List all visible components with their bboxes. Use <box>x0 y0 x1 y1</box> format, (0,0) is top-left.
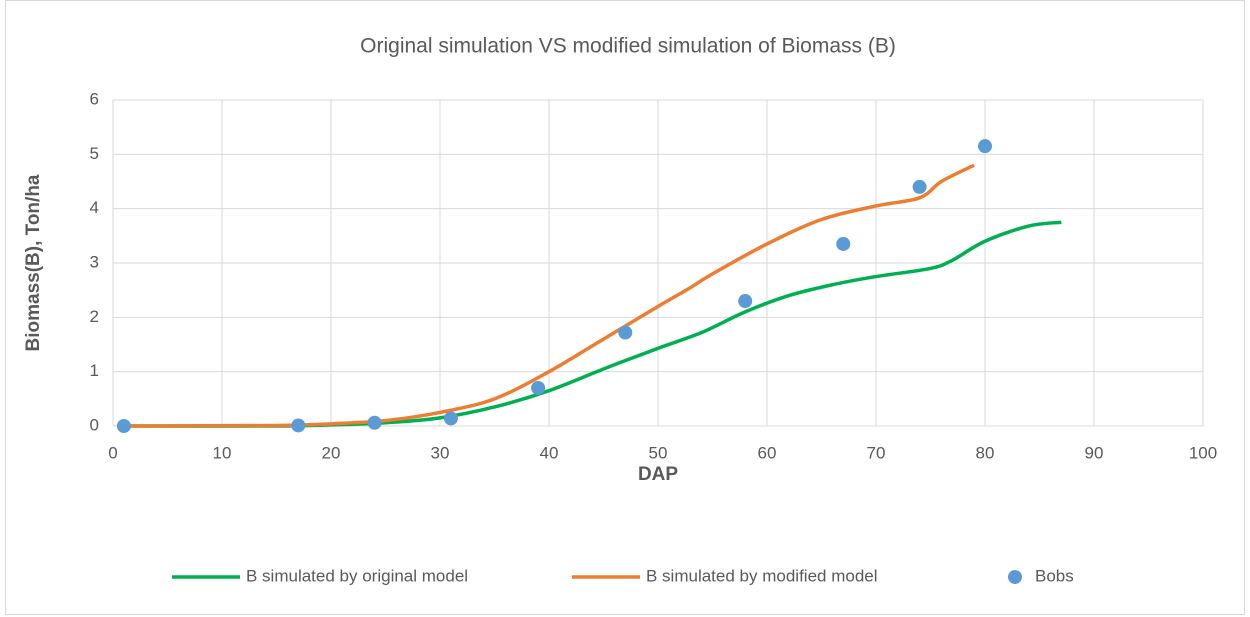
x-tick-label: 100 <box>1189 443 1217 462</box>
y-tick-label: 6 <box>90 89 99 108</box>
legend-label: B simulated by original model <box>246 566 468 585</box>
x-tick-label: 50 <box>649 443 668 462</box>
x-tick-label: 60 <box>758 443 777 462</box>
y-axis-label: Biomass(B), Ton/ha <box>23 174 44 351</box>
data-point <box>367 415 382 430</box>
chart-border <box>5 0 1245 615</box>
x-tick-label: 40 <box>540 443 559 462</box>
x-tick-label: 20 <box>322 443 341 462</box>
legend-label: B simulated by modified model <box>646 566 878 585</box>
legend-label: Bobs <box>1035 566 1074 585</box>
x-tick-label: 0 <box>108 443 117 462</box>
x-tick-label: 30 <box>431 443 450 462</box>
data-point <box>618 325 633 340</box>
x-tick-label: 70 <box>867 443 886 462</box>
x-tick-label: 80 <box>976 443 995 462</box>
y-tick-label: 2 <box>90 307 99 326</box>
x-tick-label: 90 <box>1085 443 1104 462</box>
chart-title: Original simulation VS modified simulati… <box>360 35 896 58</box>
data-point <box>978 139 992 154</box>
series-line <box>123 163 975 428</box>
data-point <box>443 411 458 426</box>
data-point <box>738 294 753 309</box>
x-axis-label: DAP <box>638 464 678 485</box>
y-tick-label: 5 <box>90 144 99 163</box>
x-tick-label: 10 <box>213 443 232 462</box>
data-point <box>912 179 927 194</box>
data-point <box>291 418 306 433</box>
data-point <box>531 380 546 395</box>
y-tick-label: 3 <box>90 252 99 271</box>
legend-swatch <box>1008 570 1022 584</box>
y-tick-label: 0 <box>90 415 99 434</box>
data-point <box>116 419 131 433</box>
y-tick-label: 1 <box>90 361 99 380</box>
data-point <box>836 236 851 251</box>
y-tick-label: 4 <box>90 198 99 217</box>
